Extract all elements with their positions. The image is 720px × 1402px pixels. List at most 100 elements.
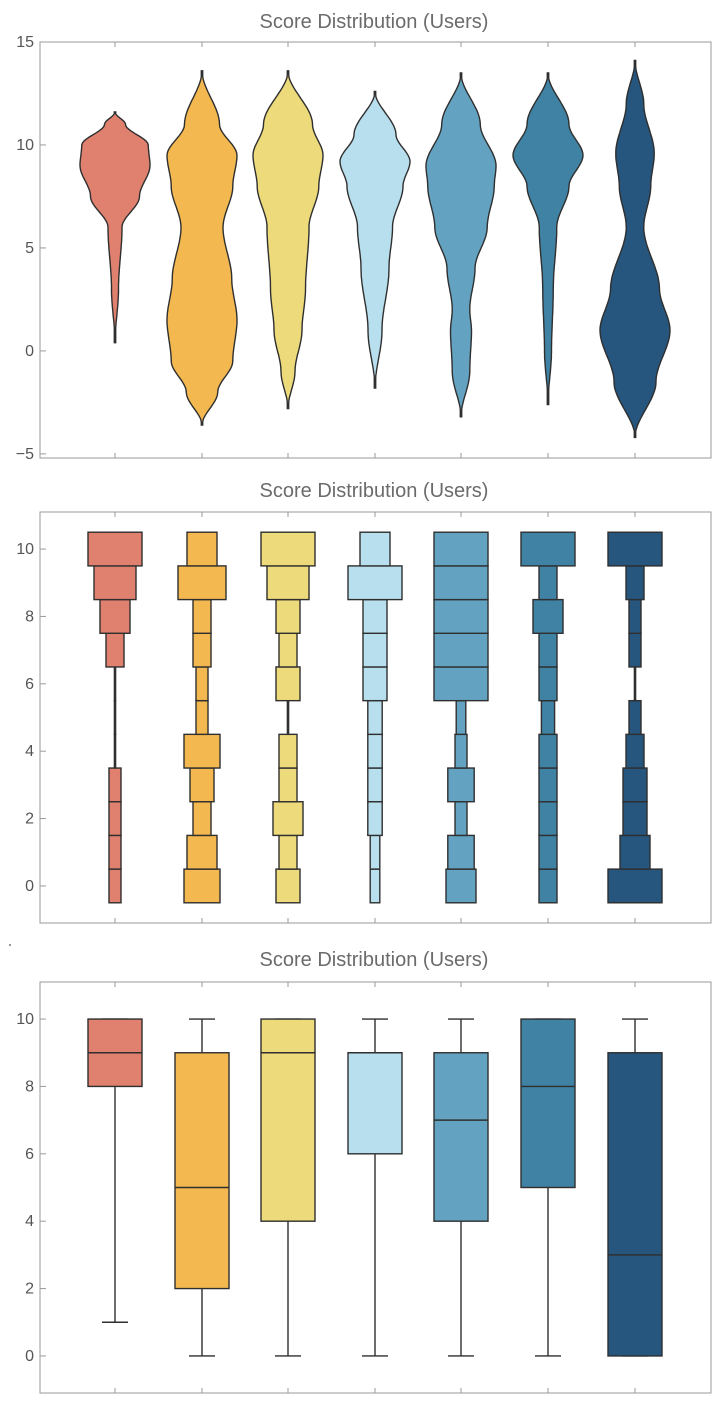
histogram-bin [275,868,301,904]
histogram-bin [189,767,215,803]
histogram-chart: Score Distribution (Users) 10 8 6 4 2 0 [16,480,712,924]
y-tick-label: 4 [25,1213,34,1230]
box-body [174,1052,230,1290]
chart-title: Score Distribution (Users) [260,480,489,502]
histogram-bin [105,632,125,668]
box-body [260,1018,316,1222]
histogram-bin [538,834,558,870]
violin-shape [339,90,411,389]
histogram-bin [433,632,489,668]
histogram-bin [633,666,637,702]
histogram-bin [625,565,645,601]
y-tick-label: 0 [25,343,34,360]
histogram-bin [433,565,489,601]
histogram-bin [367,801,383,837]
histogram-bin [347,565,403,601]
histogram-bin [538,565,558,601]
histogram-bin [445,868,477,904]
y-tick-label: −5 [16,446,34,463]
histogram-bin [607,868,663,904]
histogram-bin [538,733,558,769]
histogram-bin [619,834,651,870]
histogram-bin [192,801,212,837]
violin-shape [79,111,151,344]
violin-chart: Score Distribution (Users) 15 10 5 0 −5 [16,11,712,463]
histogram-bin [362,666,388,702]
histogram-bin [628,699,642,736]
chart-title: Score Distribution (Users) [260,11,489,33]
histogram-bin [538,868,558,904]
histogram-bin [433,531,489,567]
histogram-bin [186,834,218,870]
box-chart: Score Distribution (Users) 10 8 6 4 2 0 [16,949,712,1394]
histogram-bin [108,801,122,837]
y-tick-label: 2 [25,1281,34,1298]
histogram-bin [362,598,388,634]
y-tick-label: 10 [16,137,34,154]
y-tick-label: 8 [25,1078,34,1095]
histogram-bin [532,598,564,634]
histogram-bin [99,598,131,634]
y-tick-label: 2 [25,811,34,828]
box-body [347,1052,403,1155]
violin-shape [252,70,324,410]
box-body [607,1052,663,1357]
histogram-bin [369,834,381,870]
histogram-bin [367,733,383,769]
histogram-bin [108,834,122,870]
y-tick-label: 6 [25,676,34,693]
box-body [520,1018,576,1189]
histogram-bin [520,531,576,567]
stray-dot [9,944,11,946]
histogram-bin [192,598,212,634]
y-tick-label: 10 [16,541,34,558]
histogram-bin [367,767,383,803]
histogram-bin [195,699,209,736]
y-tick-label: 5 [25,240,34,257]
histogram-bin [195,666,209,702]
histogram-bin [369,868,381,904]
histogram-bin [108,767,122,803]
histogram-bin [367,699,383,736]
histogram-bin [93,565,137,601]
histogram-bin [278,733,298,769]
histogram-bin [113,733,117,769]
histogram-bin [260,531,316,567]
y-tick-label: 0 [25,878,34,895]
histogram-bin [113,666,117,702]
histogram-bin [538,632,558,668]
histogram-bin [538,666,558,702]
histogram-bin [272,801,304,837]
histogram-bin [447,767,475,803]
histogram-bin [433,598,489,634]
histogram-bin [278,767,298,803]
histogram-bin [538,767,558,803]
histogram-bin [108,868,122,904]
y-tick-label: 6 [25,1146,34,1163]
y-tick-label: 10 [16,1011,34,1028]
histogram-bin [622,801,648,837]
violin-shape [599,59,671,439]
histogram-bin [278,834,298,870]
histogram-bin [275,598,301,634]
histogram-bin [607,531,663,567]
histogram-bin [192,632,212,668]
histogram-bin [275,666,301,702]
histogram-bin [628,598,642,634]
box-body [433,1052,489,1222]
histogram-bin [186,531,218,567]
y-tick-label: 15 [16,34,34,51]
histogram-bin [183,733,221,769]
violin-shape [425,72,497,418]
histogram-bin [455,699,467,736]
histogram-bin [628,632,642,668]
histogram-bin [454,733,468,769]
histogram-bin [278,632,298,668]
y-tick-label: 0 [25,1348,34,1365]
histogram-bin [87,531,143,567]
histogram-bin [454,801,468,837]
chart-title: Score Distribution (Users) [260,949,489,971]
histogram-bin [266,565,310,601]
histogram-bin [177,565,227,601]
